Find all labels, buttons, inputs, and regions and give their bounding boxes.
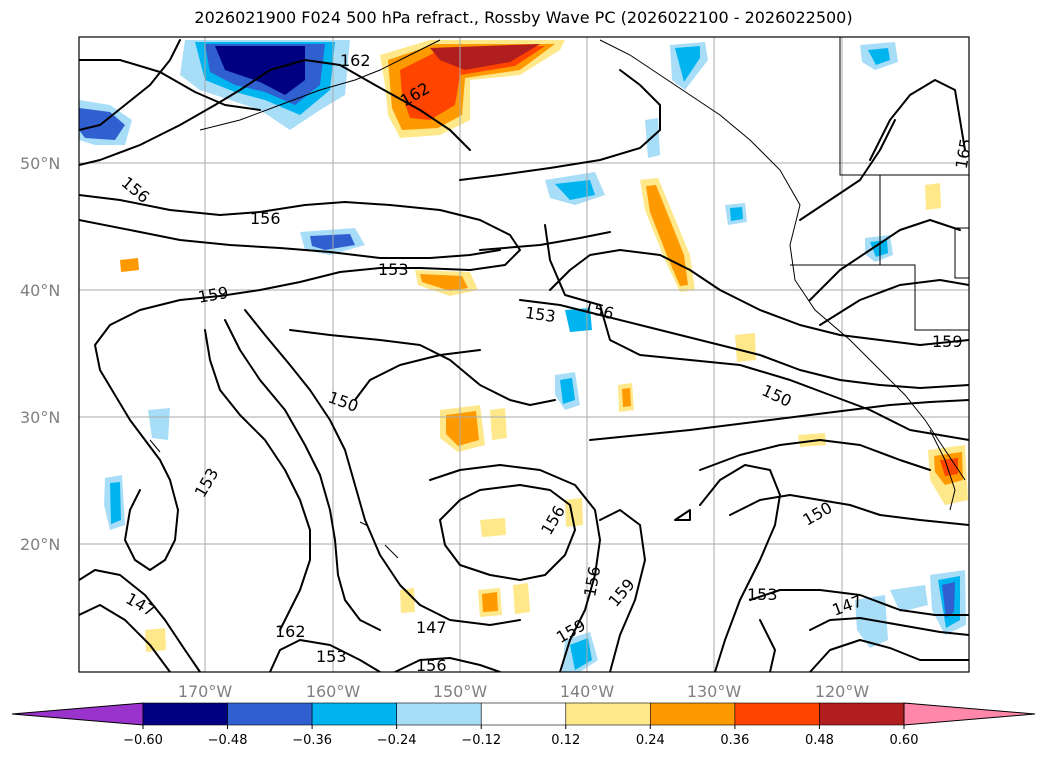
contour-label: 147 bbox=[416, 618, 447, 637]
contour-label: 153 bbox=[378, 260, 409, 279]
colorbar-segment bbox=[650, 702, 736, 726]
colorbar-tick-label: −0.12 bbox=[461, 733, 501, 748]
colorbar: −0.60 −0.48 −0.36 −0.24 −0.12 0.12 0.24 0.36 0.4… bbox=[11, 702, 1036, 748]
lat-label: 40°N bbox=[20, 281, 60, 300]
plot-area bbox=[79, 37, 969, 672]
lon-label: 160°W bbox=[306, 682, 361, 701]
colorbar-tick-label: 0.60 bbox=[890, 733, 919, 748]
contour-label: 153 bbox=[524, 303, 557, 326]
lon-label: 170°W bbox=[178, 682, 233, 701]
lat-label: 20°N bbox=[20, 535, 60, 554]
contour-label: 156 bbox=[250, 209, 281, 228]
colorbar-tick-label: 0.36 bbox=[720, 733, 749, 748]
colorbar-high-extension bbox=[903, 702, 1036, 726]
colorbar-tick-label: −0.36 bbox=[292, 733, 332, 748]
contour-label: 162 bbox=[275, 622, 306, 641]
latitude-labels: 50°N 40°N 30°N 20°N bbox=[20, 154, 60, 554]
contour-label: 159 bbox=[932, 332, 963, 351]
contour-label: 156 bbox=[416, 656, 447, 675]
colorbar-tick-label: 0.24 bbox=[636, 733, 665, 748]
graticule bbox=[79, 37, 969, 672]
contour-label: 162 bbox=[340, 51, 371, 70]
lon-label: 120°W bbox=[815, 682, 870, 701]
negative-anomaly-shading bbox=[79, 40, 966, 672]
colorbar-tick-label: −0.60 bbox=[123, 733, 163, 748]
colorbar-tick-label: 0.12 bbox=[551, 733, 580, 748]
colorbar-tick-label: −0.48 bbox=[208, 733, 248, 748]
contour-label: 153 bbox=[747, 585, 778, 604]
contour-labels: 162 162 156 156 153 159 153 156 165 150 … bbox=[118, 51, 976, 675]
colorbar-segment bbox=[565, 702, 651, 726]
colorbar-low-extension bbox=[11, 702, 144, 726]
colorbar-segment bbox=[480, 702, 567, 726]
map-title: 2026021900 F024 500 hPa refract., Rossby… bbox=[194, 8, 853, 27]
colorbar-segment bbox=[227, 702, 313, 726]
colorbar-segment bbox=[142, 702, 228, 726]
lon-label: 140°W bbox=[560, 682, 615, 701]
lon-label: 130°W bbox=[687, 682, 742, 701]
colorbar-tick-label: 0.48 bbox=[805, 733, 834, 748]
colorbar-segment bbox=[819, 702, 905, 726]
lat-label: 30°N bbox=[20, 408, 60, 427]
lon-label: 150°W bbox=[433, 682, 488, 701]
plot-frame bbox=[78, 36, 970, 673]
lat-label: 50°N bbox=[20, 154, 60, 173]
colorbar-segment bbox=[311, 702, 397, 726]
colorbar-tick-label: −0.24 bbox=[377, 733, 417, 748]
contour-label: 153 bbox=[316, 647, 347, 666]
colorbar-segment bbox=[396, 702, 482, 726]
colorbar-segment bbox=[734, 702, 820, 726]
contour-label: 165 bbox=[952, 137, 976, 170]
longitude-labels: 170°W 160°W 150°W 140°W 130°W 120°W bbox=[178, 682, 870, 701]
refractivity-contours bbox=[79, 39, 969, 672]
